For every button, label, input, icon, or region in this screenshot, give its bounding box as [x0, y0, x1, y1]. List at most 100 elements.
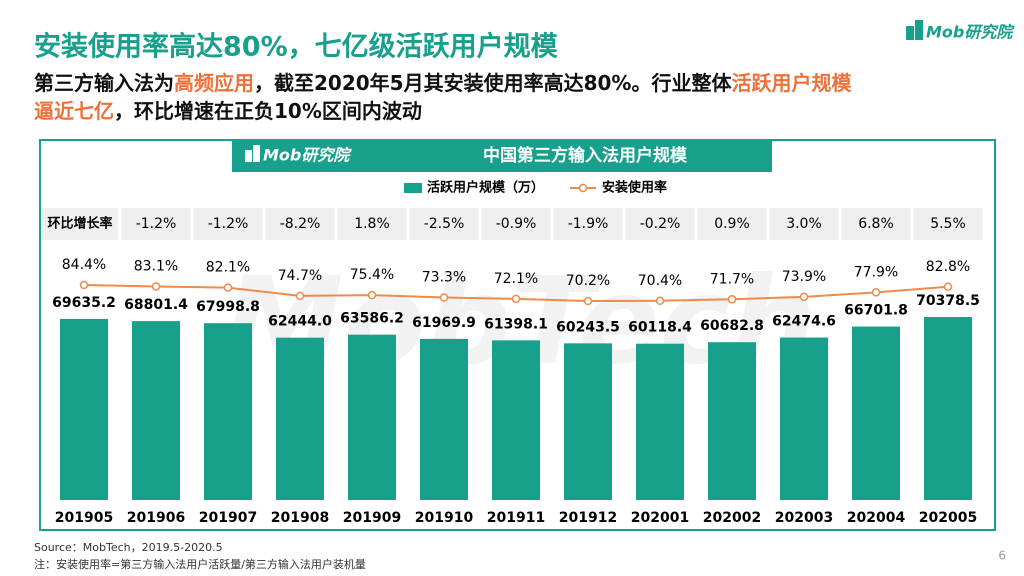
- growth-cell: [193, 208, 263, 240]
- growth-value: -1.2%: [208, 216, 249, 232]
- x-tick-label: 201906: [127, 510, 185, 526]
- bar: [492, 340, 540, 500]
- bar: [708, 342, 756, 500]
- x-tick-label: 201911: [487, 510, 545, 526]
- bar-label: 62474.6: [772, 314, 836, 330]
- bar: [780, 337, 828, 500]
- growth-cell: [841, 208, 911, 240]
- rate-marker: [295, 291, 305, 301]
- legend-marker: [578, 183, 588, 193]
- subtitle-text: 第三方输入法为: [34, 71, 174, 95]
- rate-marker: [511, 294, 521, 304]
- bar-label: 62444.0: [268, 314, 332, 330]
- x-tick-label: 201909: [343, 510, 401, 526]
- x-tick-label: 202004: [847, 510, 906, 526]
- bar-label: 67998.8: [196, 299, 260, 315]
- bar-label: 60243.5: [556, 319, 620, 335]
- growth-cell: [121, 208, 191, 240]
- bar-label: 68801.4: [124, 297, 188, 313]
- logo-icon: [245, 150, 252, 162]
- source: Source：MobTech，2019.5-2020.5: [34, 541, 223, 554]
- rate-label: 82.1%: [206, 260, 250, 276]
- growth-cell: [697, 208, 767, 240]
- bar: [420, 338, 468, 500]
- rate-label: 77.9%: [854, 264, 898, 280]
- growth-cell: [265, 208, 335, 240]
- bar: [60, 318, 108, 500]
- subtitle-highlight: 活跃用户规模: [731, 71, 852, 95]
- legend-label: 安装使用率: [602, 180, 667, 196]
- rate-label: 70.4%: [638, 273, 682, 289]
- growth-label: 环比增长率: [47, 216, 112, 232]
- x-tick-label: 202003: [775, 510, 833, 526]
- chart-header: [232, 140, 772, 172]
- legend-label: 活跃用户规模（万）: [427, 180, 544, 196]
- rate-label: 84.4%: [62, 257, 106, 273]
- rate-marker: [223, 283, 233, 292]
- bar: [348, 334, 396, 500]
- bar: [204, 323, 252, 500]
- growth-cell: [337, 208, 407, 240]
- rate-marker: [799, 292, 809, 302]
- x-tick-label: 201912: [559, 510, 617, 526]
- subtitle: 逼近七亿，环比增速在正负10%区间内波动: [34, 99, 422, 123]
- bar-label: 61398.1: [484, 316, 548, 332]
- chart-logo: Mob研究院: [263, 146, 352, 165]
- bar: [276, 337, 324, 500]
- growth-cell: [409, 208, 479, 240]
- x-tick-label: 201905: [55, 510, 113, 526]
- growth-cell: [42, 208, 118, 240]
- subtitle-highlight: 逼近七亿: [34, 99, 114, 123]
- logo-icon: [906, 26, 914, 40]
- bar-label: 60682.8: [700, 318, 764, 334]
- rate-marker: [151, 282, 161, 291]
- growth-value: 3.0%: [786, 216, 822, 232]
- subtitle-text: ，截至2020年5月其安装使用率高达80%。行业整体: [254, 71, 732, 95]
- rate-label: 82.8%: [926, 259, 970, 275]
- rate-label: 70.2%: [566, 273, 610, 289]
- rate-marker: [439, 293, 449, 302]
- rate-label: 74.7%: [278, 268, 322, 284]
- bar-label: 69635.2: [52, 295, 116, 311]
- growth-value: 6.8%: [858, 216, 894, 232]
- x-tick-label: 202002: [703, 510, 761, 526]
- rate-marker: [367, 290, 377, 300]
- x-tick-label: 202001: [631, 510, 689, 526]
- rate-marker: [655, 296, 665, 306]
- x-tick-label: 201908: [271, 510, 329, 526]
- logo: Mob研究院: [926, 23, 1015, 42]
- bar: [924, 317, 972, 500]
- legend-swatch: [404, 183, 422, 193]
- x-tick-label: 201910: [415, 510, 474, 526]
- bar: [132, 321, 180, 500]
- bar-label: 61969.9: [412, 315, 476, 331]
- bar-label: 60118.4: [628, 320, 692, 336]
- bar-label: 63586.2: [340, 311, 404, 327]
- rate-marker: [727, 295, 737, 304]
- growth-cell: [625, 208, 695, 240]
- x-tick-label: 201907: [199, 510, 257, 526]
- rate-label: 73.3%: [422, 270, 466, 286]
- logo-icon: [915, 20, 923, 40]
- subtitle-text: ，环比增速在正负10%区间内波动: [114, 99, 422, 123]
- rate-marker: [79, 280, 89, 290]
- bar: [636, 343, 684, 500]
- rate-label: 83.1%: [134, 258, 178, 274]
- slide-title: 安装使用率高达80%，七亿级活跃用户规模: [34, 31, 558, 63]
- page-number: 6: [998, 549, 1006, 563]
- growth-value: -0.9%: [496, 216, 537, 232]
- bar-label: 66701.8: [844, 303, 908, 319]
- growth-cell: [481, 208, 551, 240]
- rate-marker: [583, 296, 593, 306]
- rate-marker: [943, 282, 953, 292]
- logo-icon: [253, 145, 260, 162]
- growth-value: -8.2%: [280, 216, 321, 232]
- bar-label: 70378.5: [916, 293, 980, 309]
- bar: [564, 343, 612, 500]
- growth-value: -2.5%: [424, 216, 465, 232]
- growth-value: 5.5%: [930, 216, 966, 232]
- chart-title: 中国第三方输入法用户规模: [483, 145, 688, 166]
- growth-value: -1.2%: [136, 216, 177, 232]
